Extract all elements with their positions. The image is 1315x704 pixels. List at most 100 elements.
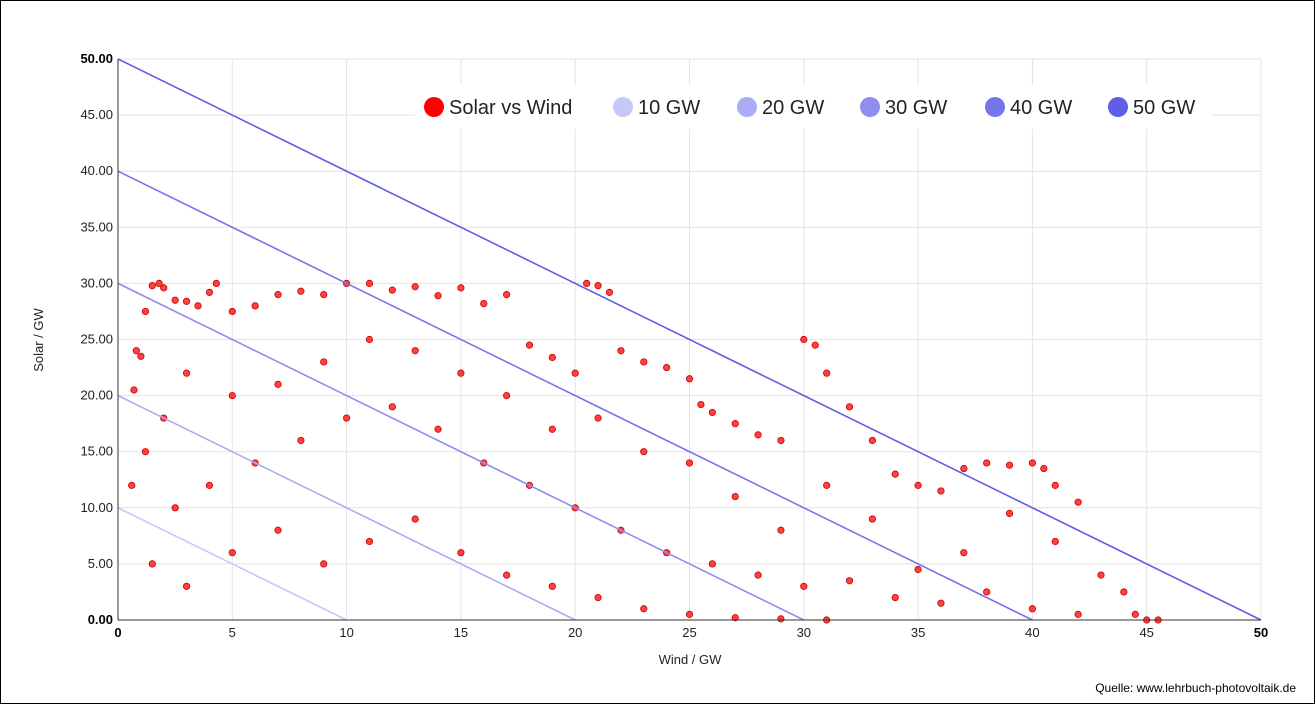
x-tick-label: 0 (114, 625, 121, 640)
legend-label: 30 GW (885, 97, 947, 119)
scatter-point (457, 284, 465, 292)
legend-background (415, 85, 1211, 129)
scatter-point (548, 425, 556, 433)
scatter-point (503, 291, 511, 299)
scatter-point (777, 615, 785, 623)
scatter-points (128, 279, 1162, 624)
scatter-point (960, 549, 968, 557)
scatter-point (663, 363, 671, 372)
scatter-point (845, 577, 854, 585)
scatter-point (731, 492, 739, 501)
legend-item: 40 GW (985, 97, 1072, 119)
legend-item: 10 GW (613, 97, 700, 119)
x-tick-label: 50 (1254, 625, 1268, 640)
scatter-point (171, 504, 179, 512)
scatter-point (130, 386, 138, 394)
scatter-point (503, 391, 511, 400)
legend-item: 50 GW (1108, 97, 1195, 119)
y-tick-label: 15.00 (80, 444, 113, 459)
legend: Solar vs Wind 10 GW 20 GW 30 GW 40 GW 50 GW (415, 85, 1211, 129)
x-tick-label: 20 (568, 625, 582, 640)
scatter-point (708, 560, 716, 568)
scatter-point (503, 571, 511, 579)
scatter-point (617, 347, 625, 355)
scatter-point (388, 403, 396, 411)
x-axis-title: Wind / GW (659, 652, 723, 667)
scatter-point (148, 282, 156, 290)
scatter-point (365, 335, 374, 344)
scatter-point (937, 487, 945, 495)
scatter-point (1097, 571, 1105, 579)
scatter-point (823, 369, 831, 377)
scatter-point (182, 297, 191, 305)
scatter-point (342, 414, 351, 422)
y-tick-label: 0.00 (88, 612, 113, 627)
y-tick-label: 25.00 (80, 332, 113, 347)
x-tick-label: 30 (797, 625, 811, 640)
scatter-point (434, 425, 442, 433)
scatter-point (1074, 610, 1082, 618)
scatter-point (365, 279, 374, 287)
y-tick-label: 50.00 (80, 51, 113, 66)
scatter-point (1131, 610, 1139, 618)
scatter-point (685, 375, 694, 383)
x-tick-label: 25 (682, 625, 696, 640)
x-tick-label: 5 (229, 625, 236, 640)
scatter-point (194, 302, 202, 310)
scatter-point (685, 610, 694, 618)
scatter-point (731, 420, 739, 428)
scatter-point (583, 279, 591, 287)
scatter-point (228, 549, 236, 557)
scatter-point (708, 408, 716, 417)
iso-line-50gw (117, 58, 1262, 621)
scatter-point (823, 481, 831, 489)
scatter-point (800, 582, 808, 590)
scatter-point (754, 571, 762, 579)
legend-item: 30 GW (860, 97, 947, 119)
legend-label: 20 GW (762, 97, 824, 119)
scatter-point (594, 593, 602, 602)
axes (117, 59, 1261, 621)
x-tick-labels: 0 5 10 15 20 25 30 35 40 45 50 (114, 625, 1268, 640)
legend-marker (424, 97, 444, 117)
scatter-point (388, 286, 396, 294)
legend-marker (1108, 97, 1128, 117)
scatter-point (983, 459, 991, 467)
legend-label: 40 GW (1010, 97, 1072, 119)
y-tick-label: 35.00 (80, 219, 113, 234)
x-tick-label: 35 (911, 625, 925, 640)
y-tick-label: 30.00 (80, 275, 113, 290)
scatter-point (914, 481, 922, 489)
legend-label: 50 GW (1133, 97, 1195, 119)
scatter-point (160, 284, 168, 292)
scatter-point (182, 582, 191, 590)
scatter-point (914, 565, 922, 574)
scatter-point (640, 605, 648, 613)
x-tick-label: 15 (454, 625, 468, 640)
scatter-point (434, 292, 442, 300)
scatter-point (640, 448, 648, 456)
scatter-point (845, 403, 854, 411)
scatter-point (205, 481, 214, 489)
scatter-point (137, 352, 145, 360)
scatter-point (1051, 537, 1059, 546)
legend-marker (613, 97, 633, 117)
scatter-point (605, 288, 614, 296)
scatter-point (182, 369, 191, 377)
source-note: Quelle: www.lehrbuch-photovoltaik.de (1095, 681, 1296, 695)
scatter-point (457, 369, 465, 377)
scatter-point (132, 347, 140, 355)
scatter-point (640, 358, 648, 366)
iso-line-30gw (117, 282, 805, 621)
scatter-point (457, 549, 465, 557)
scatter-point (548, 353, 556, 362)
y-tick-label: 10.00 (80, 500, 113, 515)
scatter-point (594, 414, 602, 422)
y-tick-labels: 0.00 5.00 10.00 15.00 20.00 25.00 30.00 35.00 40… (80, 51, 113, 627)
x-tick-label: 40 (1025, 625, 1039, 640)
scatter-point (868, 515, 876, 523)
scatter-point (1005, 461, 1014, 469)
scatter-point (594, 282, 602, 290)
